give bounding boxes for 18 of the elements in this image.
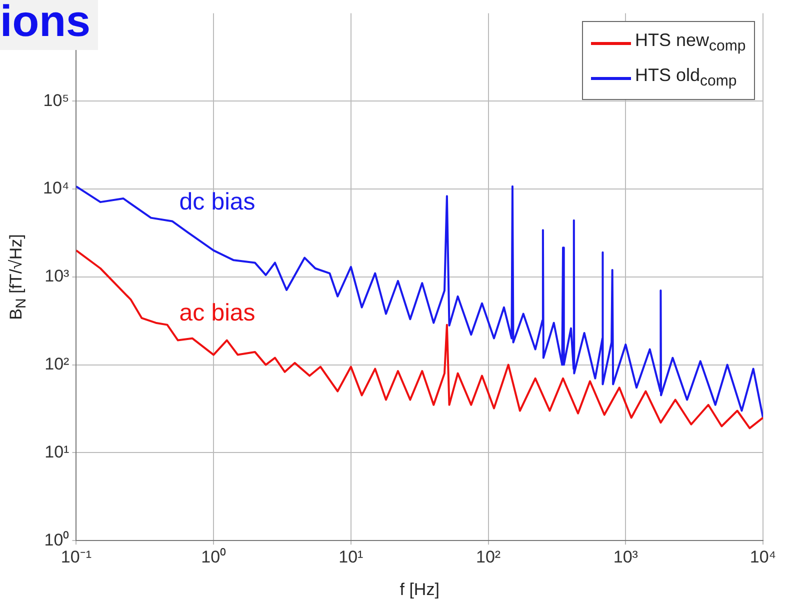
legend-label: HTS new$_{comp}$ bbox=[635, 29, 746, 57]
x-tick-label: 10³ bbox=[613, 547, 638, 566]
annotation: dc bias bbox=[179, 188, 256, 216]
legend-label: HTS old$_{comp}$ bbox=[635, 64, 737, 92]
x-tick-label: 10⁰ bbox=[201, 547, 226, 566]
annotation: ac bias bbox=[179, 299, 256, 326]
x-tick-label: 10⁻¹ bbox=[60, 547, 92, 566]
y-tick-label: 10⁵ bbox=[43, 90, 70, 110]
y-tick-label: 10² bbox=[44, 354, 70, 374]
x-tick-label: 10¹ bbox=[338, 547, 364, 566]
chart-title: ions bbox=[0, 0, 98, 50]
x-tick-label: 10² bbox=[476, 547, 501, 566]
x-tick-label: 10⁴ bbox=[750, 547, 776, 566]
y-tick-label: 10¹ bbox=[44, 442, 70, 462]
y-tick-label: 10³ bbox=[44, 266, 70, 286]
x-axis-title: f [Hz] bbox=[400, 580, 440, 600]
y-tick-label: 10⁴ bbox=[42, 178, 70, 198]
y-tick-label: 10⁰ bbox=[44, 530, 70, 550]
